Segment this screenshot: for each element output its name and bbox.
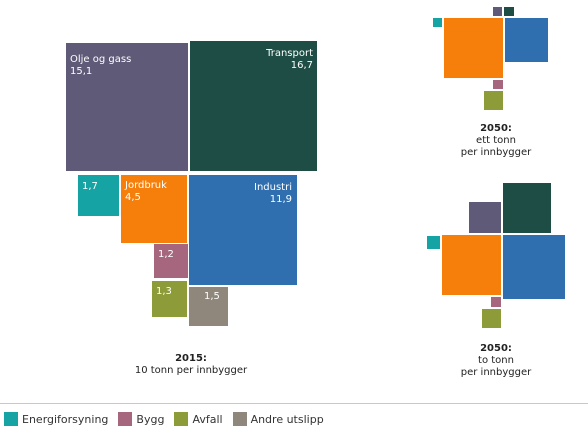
square-bygg-2050b	[491, 297, 501, 307]
square-jordbruk-2015	[121, 175, 187, 243]
square-energiforsyning-2050b	[427, 236, 440, 249]
legend-label-andre: Andre utslipp	[250, 412, 324, 426]
square-bygg-2015	[154, 244, 188, 278]
legend-label-avfall: Avfall	[192, 412, 223, 426]
caption-2015-title: 2015:	[175, 353, 207, 364]
square-avfall-2015	[152, 281, 187, 317]
value-andre: 1,5	[204, 291, 220, 302]
chart-2050-two-tonnes: 2050: to tonn per innbygger	[427, 183, 565, 378]
chart-2050-one-tonne: 2050: ett tonn per innbygger	[433, 7, 548, 158]
square-jordbruk-2050b	[442, 235, 501, 295]
emissions-chart: Olje og gass 15,1 Transport 16,7 Industr…	[66, 7, 565, 378]
square-transport-2050a	[504, 7, 514, 16]
caption-2050a-sub2: per innbygger	[461, 147, 532, 158]
square-avfall-2050b	[482, 309, 501, 328]
legend-divider	[0, 403, 588, 404]
square-energiforsyning-2015	[78, 175, 119, 216]
caption-2050b-title: 2050:	[480, 343, 512, 354]
legend-label-bygg: Bygg	[136, 412, 165, 426]
label-olje-og-gass: Olje og gass	[70, 54, 131, 65]
square-industri-2050b	[503, 235, 565, 299]
value-industri: 11,9	[270, 194, 292, 205]
value-avfall: 1,3	[156, 286, 172, 297]
value-transport: 16,7	[291, 60, 313, 71]
caption-2050a-sub1: ett tonn	[476, 135, 516, 146]
square-andre-2015	[189, 287, 228, 326]
label-jordbruk: Jordbruk	[124, 180, 167, 191]
value-bygg: 1,2	[158, 249, 174, 260]
legend-swatch-avfall	[174, 412, 189, 426]
square-jordbruk-2050a	[444, 18, 503, 78]
square-olje-og-gass-2050a	[493, 7, 502, 16]
value-energiforsyning: 1,7	[82, 181, 98, 192]
legend-item-avfall: Avfall	[174, 412, 223, 426]
label-industri: Industri	[254, 182, 292, 193]
square-olje-og-gass-2015	[66, 43, 188, 171]
legend-swatch-energiforsyning	[4, 412, 18, 426]
legend: Energiforsyning Bygg Avfall Andre utslip…	[4, 410, 324, 428]
square-energiforsyning-2050a	[433, 18, 442, 27]
chart-2015: Olje og gass 15,1 Transport 16,7 Industr…	[66, 41, 317, 376]
legend-label-energiforsyning: Energiforsyning	[22, 412, 109, 426]
legend-item-andre: Andre utslipp	[232, 412, 324, 426]
square-industri-2050a	[505, 18, 548, 62]
square-transport-2050b	[503, 183, 551, 233]
legend-item-energiforsyning: Energiforsyning	[4, 412, 108, 426]
value-jordbruk: 4,5	[125, 192, 141, 203]
legend-swatch-andre	[232, 412, 247, 426]
label-transport: Transport	[265, 48, 313, 59]
caption-2050b-sub2: per innbygger	[461, 367, 532, 378]
value-olje-og-gass: 15,1	[70, 66, 92, 77]
square-transport-2015	[190, 41, 317, 171]
legend-swatch-bygg	[118, 412, 133, 426]
square-bygg-2050a	[493, 80, 503, 89]
square-industri-2015	[189, 175, 297, 285]
legend-item-bygg: Bygg	[118, 412, 164, 426]
square-avfall-2050a	[484, 91, 503, 110]
caption-2050a-title: 2050:	[480, 123, 512, 134]
square-olje-og-gass-2050b	[469, 202, 501, 233]
caption-2015-sub: 10 tonn per innbygger	[135, 365, 248, 376]
caption-2050b-sub1: to tonn	[478, 355, 514, 366]
